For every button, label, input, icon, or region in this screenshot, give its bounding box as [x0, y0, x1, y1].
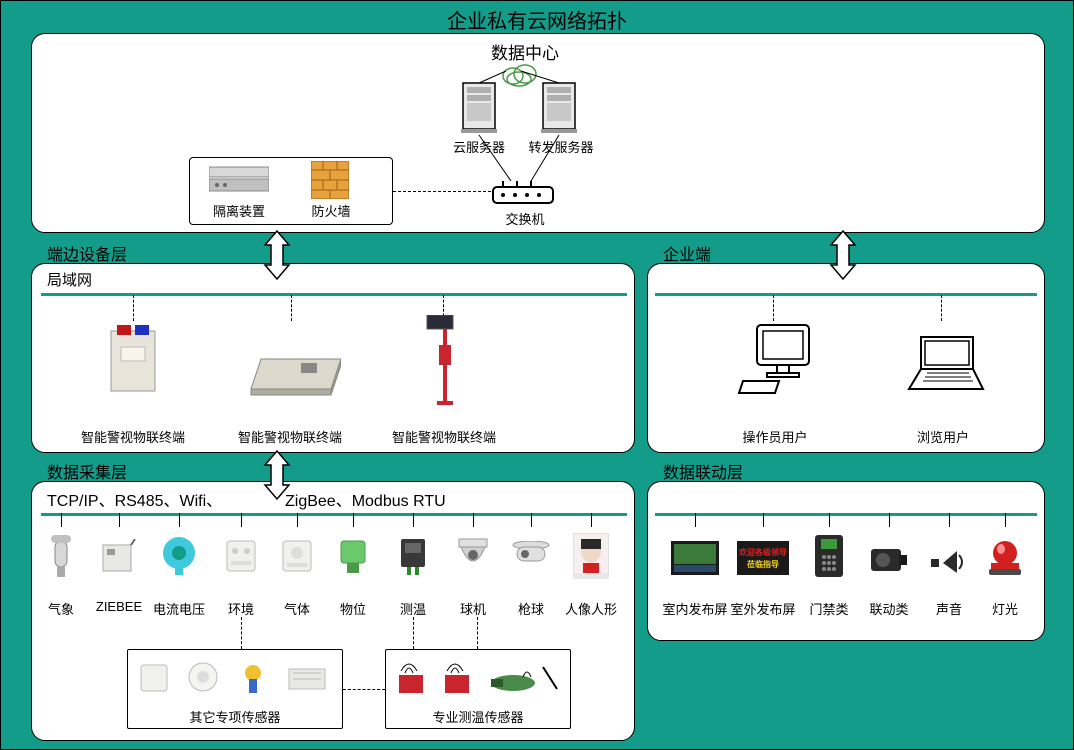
indoor-screen-icon [671, 541, 719, 575]
server-cloud-lines [461, 61, 581, 91]
current-icon [161, 535, 197, 577]
lan-line [41, 293, 627, 296]
operator-label: 操作员用户 [735, 427, 815, 446]
sub-sensors1-label: 其它专项传感器 [127, 707, 343, 726]
terminal2-icon [241, 349, 341, 399]
dev-bullet: 枪球 [513, 599, 549, 618]
dev-weather: 气象 [41, 599, 81, 618]
access-icon [813, 533, 845, 579]
isolation-label: 隔离装置 [209, 201, 269, 220]
enterprise-title: 企业端 [663, 241, 711, 265]
isolation-icon [209, 165, 269, 195]
weather-icon [45, 535, 77, 579]
dev-temp: 测温 [395, 599, 431, 618]
lan-label: 局域网 [47, 269, 92, 290]
env-icon [225, 539, 257, 575]
bullet-cam-icon [511, 541, 551, 573]
browser-label: 浏览用户 [911, 427, 975, 446]
linkage-line [655, 513, 1037, 516]
terminal3-icon [425, 315, 465, 405]
dev-face: 人像人形 [561, 599, 621, 618]
svg-text:欢迎各级领导: 欢迎各级领导 [738, 547, 787, 557]
switch-label: 交换机 [501, 209, 549, 228]
sound-icon [929, 545, 969, 575]
svg-text:莅临指导: 莅临指导 [746, 559, 779, 569]
sub-sensor-icons2 [393, 657, 563, 699]
firewall-label: 防火墙 [306, 201, 356, 220]
sub-sensor-icons1 [137, 657, 333, 699]
dev-access: 门禁类 [805, 599, 853, 618]
arrow-edge-to-dc [259, 229, 295, 281]
switch-icon [491, 179, 555, 207]
dev-outdoor-screen: 室外发布屏 [729, 599, 797, 618]
zigbee-icon [101, 539, 137, 575]
level-icon [337, 539, 369, 575]
temp-icon [397, 537, 429, 577]
dev-sound: 声音 [929, 599, 969, 618]
arrow-ent-to-dc [825, 229, 861, 281]
gas-icon [281, 539, 313, 575]
face-icon [573, 533, 609, 579]
firewall-icon [311, 161, 349, 199]
browser-icon [901, 333, 985, 397]
dev-zigbee: ZIEBEE [91, 599, 147, 614]
collect-line [41, 513, 627, 516]
firewall-switch-line [393, 191, 491, 192]
dev-env: 环境 [223, 599, 259, 618]
light-icon [987, 539, 1023, 577]
operator-icon [737, 323, 817, 401]
terminal2-label: 智能警视物联终端 [225, 427, 355, 446]
protocols-label: TCP/IP、RS485、Wifi、 [47, 487, 222, 511]
outdoor-screen-icon: 欢迎各级领导 莅临指导 [737, 541, 789, 575]
dev-current: 电流电压 [151, 599, 207, 618]
dev-light: 灯光 [987, 599, 1023, 618]
dev-gas: 气体 [279, 599, 315, 618]
terminal1-icon [107, 323, 159, 395]
dev-indoor-screen: 室内发布屏 [661, 599, 729, 618]
dome-cam-icon [455, 537, 491, 577]
dev-linkage: 联动类 [865, 599, 913, 618]
dev-level: 物位 [335, 599, 371, 618]
terminal1-label: 智能警视物联终端 [73, 427, 193, 446]
terminal3-label: 智能警视物联终端 [379, 427, 509, 446]
enterprise-panel [647, 263, 1045, 453]
linkage-dev-icon [869, 545, 909, 575]
server-switch-lines [461, 133, 581, 183]
dev-dome: 球机 [455, 599, 491, 618]
linkage-title: 数据联动层 [663, 459, 743, 483]
edge-layer-title: 端边设备层 [47, 241, 127, 265]
collect-title: 数据采集层 [47, 459, 127, 483]
protocols2-label: ZigBee、Modbus RTU [285, 487, 446, 511]
enterprise-line [655, 293, 1037, 296]
sub-sensors2-label: 专业测温传感器 [385, 707, 571, 726]
main-title: 企业私有云网络拓扑 [1, 5, 1073, 34]
diagram-canvas: 企业私有云网络拓扑 数据中心 云服务器 转发服务器 [0, 0, 1074, 750]
arrow-collect-to-edge [259, 449, 295, 501]
